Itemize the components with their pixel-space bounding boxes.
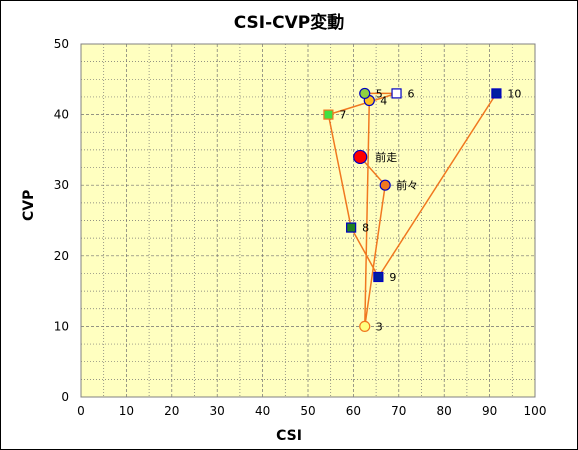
data-label: 前走 <box>375 150 397 164</box>
x-tick-label: 60 <box>346 404 361 418</box>
data-point <box>379 179 391 191</box>
x-tick-label: 100 <box>524 404 547 418</box>
data-label: 9 <box>389 271 396 284</box>
x-axis-label: CSI <box>276 428 302 444</box>
x-tick-label: 70 <box>391 404 406 418</box>
data-point <box>359 87 371 100</box>
y-tick-label: 50 <box>54 37 69 51</box>
y-tick-label: 20 <box>54 249 69 263</box>
x-tick-label: 50 <box>300 404 315 418</box>
data-label: 4 <box>380 94 387 107</box>
y-tick-label: 40 <box>54 108 69 122</box>
x-tick-label: 0 <box>77 404 85 418</box>
data-point <box>491 88 502 99</box>
chart-title: CSI-CVP変動 <box>233 13 345 33</box>
data-label: 7 <box>339 109 346 122</box>
series-line <box>327 92 498 327</box>
x-tick-label: 20 <box>164 404 179 418</box>
data-point <box>391 88 402 99</box>
data-label: 6 <box>408 87 415 100</box>
x-tick-label: 40 <box>255 404 270 418</box>
x-tick-label: 80 <box>437 404 452 418</box>
x-tick-label: 10 <box>119 404 134 418</box>
data-label: 10 <box>507 87 521 100</box>
data-label: 前々 <box>396 178 418 192</box>
data-label: 5 <box>376 87 383 100</box>
data-point <box>346 222 357 233</box>
y-tick-label: 0 <box>61 390 69 404</box>
y-tick-label: 30 <box>54 178 69 192</box>
y-tick-label: 10 <box>54 319 69 333</box>
data-point <box>353 149 368 165</box>
x-tick-label: 30 <box>210 404 225 418</box>
plot-border <box>80 43 536 398</box>
data-point <box>373 271 384 283</box>
data-label: 8 <box>362 222 369 235</box>
x-tick-label: 90 <box>482 404 497 418</box>
data-label: 3 <box>376 320 383 333</box>
data-point <box>323 109 334 120</box>
data-point <box>359 320 371 332</box>
